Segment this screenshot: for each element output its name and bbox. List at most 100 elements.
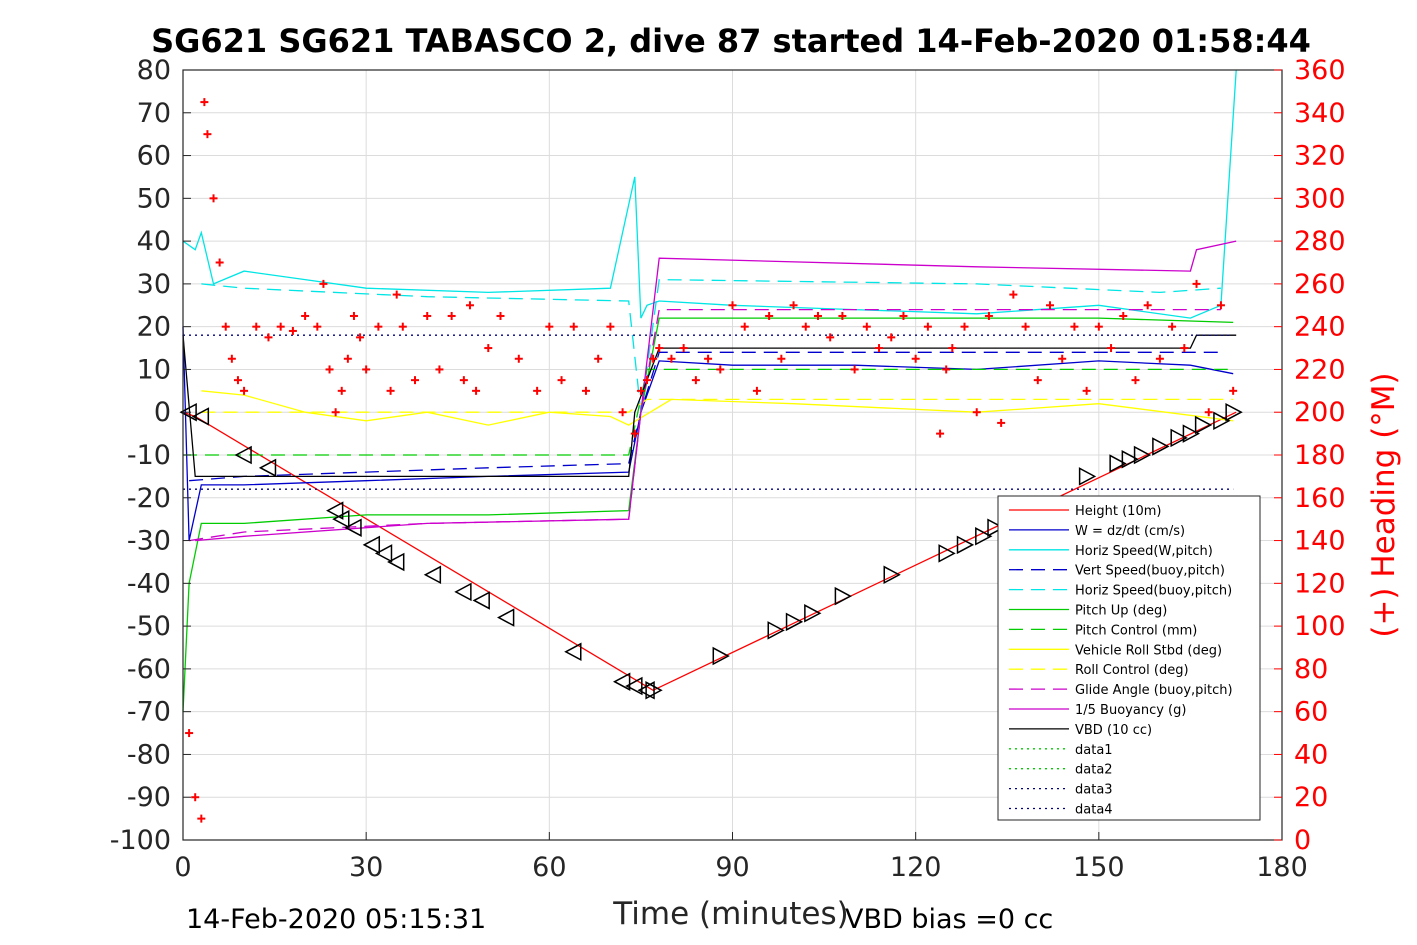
climb-marker <box>1213 411 1231 431</box>
heading-point <box>569 322 578 331</box>
heading-point <box>1070 322 1079 331</box>
heading-point <box>777 354 786 363</box>
footer-timestamp: 14-Feb-2020 05:15:31 <box>186 904 486 935</box>
footer-vbd-bias: VBD bias =0 cc <box>845 904 1053 935</box>
heading-point <box>1119 311 1128 320</box>
climb-marker <box>767 621 785 640</box>
heading-point <box>862 322 871 331</box>
y-right-tick-label: 220 <box>1294 354 1346 385</box>
series-line-2 <box>182 69 1237 319</box>
heading-markers <box>185 98 1238 823</box>
climb-marker <box>645 681 663 700</box>
depth-markers <box>179 402 1243 700</box>
heading-point <box>1131 376 1140 385</box>
heading-point <box>581 386 590 395</box>
dive-marker <box>564 642 582 662</box>
climb-marker <box>1170 428 1188 448</box>
heading-point <box>691 376 700 385</box>
heading-point <box>447 311 456 320</box>
heading-point <box>1180 344 1189 353</box>
dive-marker <box>497 608 515 627</box>
heading-point <box>606 322 615 331</box>
x-tick-label: 60 <box>532 852 566 883</box>
y-left-tick-label: -90 <box>127 782 171 813</box>
heading-point <box>948 344 957 353</box>
heading-point <box>679 344 688 353</box>
legend-entry: VBD (10 cc) <box>1075 723 1152 738</box>
heading-point <box>911 354 920 363</box>
x-axis-ticks: 0 30 60 90 120 150 180 <box>174 832 1308 883</box>
y-right-tick-label: 160 <box>1294 483 1346 514</box>
legend-entry: Pitch Control (mm) <box>1075 623 1197 638</box>
dive-marker <box>472 591 490 610</box>
legend: Height (10m) W = dz/dt (cm/s) Horiz Speed(… <box>997 495 1261 821</box>
dive-marker <box>454 582 472 602</box>
y-right-tick-label: 260 <box>1294 269 1346 300</box>
heading-point <box>984 311 993 320</box>
legend-entry: data4 <box>1075 803 1113 818</box>
heading-point <box>337 386 346 395</box>
heading-point <box>649 354 658 363</box>
heading-point <box>752 386 761 395</box>
heading-point <box>655 344 664 353</box>
legend-entry: Vert Speed(buoy,pitch) <box>1075 564 1225 579</box>
heading-point <box>465 301 474 310</box>
heading-point <box>1216 301 1225 310</box>
heading-point <box>374 322 383 331</box>
heading-point <box>728 301 737 310</box>
y-right-tick-label: 20 <box>1294 782 1328 813</box>
right-axis-label: (+) Heading (°M) <box>1366 372 1402 637</box>
heading-point <box>240 386 249 395</box>
heading-point <box>252 322 261 331</box>
dive-marker <box>362 535 381 555</box>
y-right-tick-label: 40 <box>1294 739 1328 770</box>
legend-entry: Glide Angle (buoy,pitch) <box>1075 683 1233 698</box>
heading-point <box>264 333 273 342</box>
legend-entry: 1/5 Buoyancy (g) <box>1075 703 1186 718</box>
x-tick-label: 0 <box>174 852 191 883</box>
heading-point <box>215 258 224 267</box>
heading-point <box>1168 322 1177 331</box>
y-right-tick-label: 280 <box>1294 226 1346 257</box>
climb-marker <box>883 565 901 585</box>
heading-point <box>1155 354 1164 363</box>
dive-marker <box>258 458 277 478</box>
heading-point <box>288 326 297 335</box>
dive-marker <box>387 552 405 572</box>
y-left-tick-label: -50 <box>127 611 171 642</box>
right-axis-ticks: 3603403203002802602402202001801601401201… <box>1274 55 1346 856</box>
legend-entry: W = dz/dt (cm/s) <box>1075 524 1185 539</box>
climb-marker <box>834 586 852 606</box>
heading-point <box>716 365 725 374</box>
climb-marker <box>1109 454 1127 473</box>
heading-point <box>362 365 371 374</box>
heading-point <box>484 344 493 353</box>
y-right-tick-label: 180 <box>1294 440 1346 471</box>
heading-point <box>1045 301 1054 310</box>
heading-point <box>276 322 285 331</box>
dive-marker <box>179 402 197 422</box>
heading-point <box>704 354 713 363</box>
heading-point <box>1143 301 1152 310</box>
climb-marker <box>975 527 993 546</box>
heading-point <box>1192 279 1201 288</box>
dive-marker <box>234 445 252 465</box>
heading-point <box>496 311 505 320</box>
climb-marker <box>1133 445 1152 465</box>
heading-point <box>1107 344 1116 353</box>
heading-point <box>435 365 444 374</box>
heading-point <box>887 333 896 342</box>
y-left-tick-label: 60 <box>137 141 171 172</box>
heading-point <box>398 322 407 331</box>
heading-point <box>233 376 242 385</box>
legend-entry: Pitch Up (deg) <box>1075 604 1167 619</box>
heading-point <box>185 729 194 738</box>
heading-point <box>667 354 676 363</box>
dive-marker <box>191 407 210 426</box>
heading-point <box>533 386 542 395</box>
climb-marker <box>785 612 804 632</box>
heading-point <box>545 322 554 331</box>
heading-point <box>636 386 645 395</box>
y-left-tick-label: 80 <box>137 55 171 86</box>
